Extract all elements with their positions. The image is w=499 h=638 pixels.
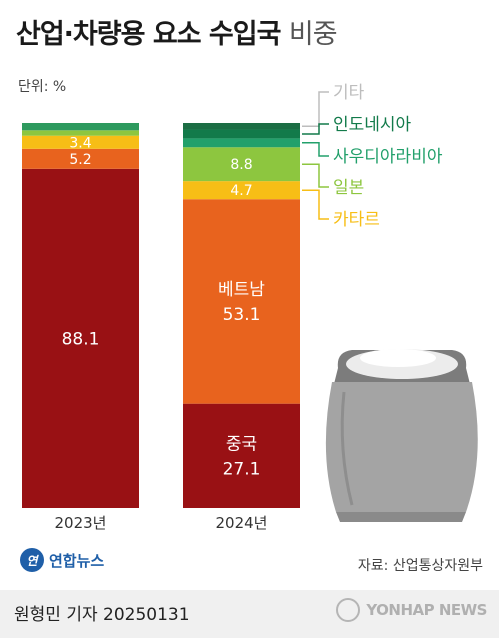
yonhap-logo: 연 연합뉴스 [20, 548, 104, 572]
bar-0-3 [22, 130, 139, 136]
legend-leader-0 [302, 91, 329, 128]
logo-mark-icon: 연 [20, 548, 44, 572]
data-label-0-2: 3.4 [69, 135, 91, 151]
bars-group: 88.1 5.23.4 중국 27.1 베트남 53.1 4.7 8.8 [22, 123, 300, 508]
reporter-byline: 원형민 기자 20250131 [14, 605, 190, 625]
bar-1-7 [183, 181, 300, 200]
legend-leader-4 [302, 189, 329, 220]
x-tick-label-0: 2023년 [55, 514, 107, 532]
logo-text: 연합뉴스 [49, 551, 105, 570]
bar-0-2 [22, 135, 139, 149]
title-main: 산업·차량용 요소 수입국 [16, 19, 281, 50]
yonhap-watermark: YONHAP NEWS [336, 598, 487, 622]
title-sub: 비중 [288, 19, 338, 50]
x-tick-label-1: 2024년 [216, 514, 268, 532]
bar-1-11 [183, 123, 300, 130]
legend-leader-2 [302, 142, 329, 157]
bar-0-1 [22, 148, 139, 169]
bar-1-5 [183, 403, 300, 508]
bar-0-0 [22, 168, 139, 508]
legend-entry-0: 기타 [333, 83, 365, 103]
bar-1-6 [183, 199, 300, 404]
bar-1-10 [183, 129, 300, 139]
legend-entry-4: 카타르 [333, 210, 380, 230]
bar-0-4 [22, 123, 139, 131]
watermark-text: YONHAP NEWS [366, 601, 487, 619]
unit-label: 단위: % [18, 79, 67, 95]
data-label-1-6: 베트남 53.1 [218, 280, 265, 325]
data-label-1-8: 8.8 [230, 157, 252, 173]
bar-1-8 [183, 147, 300, 182]
watermark-globe-icon [336, 598, 361, 622]
stacked-bar-chart: 88.1 5.23.4 중국 27.1 베트남 53.1 4.7 8.8 기타인도네시아사우디… [22, 83, 478, 532]
data-label-0-0: 88.1 [62, 330, 100, 350]
data-label-0-1: 5.2 [69, 152, 91, 168]
source-label: 자료: 산업통상자원부 [357, 558, 483, 574]
bar-1-9 [183, 138, 300, 148]
data-label-1-7: 4.7 [230, 183, 252, 199]
data-label-1-5: 중국 27.1 [223, 435, 261, 480]
legend-leader-1 [302, 123, 329, 135]
legend-entry-3: 일본 [333, 178, 364, 198]
x-axis: 2023년 2024년 [55, 514, 268, 532]
legend-leader-3 [302, 163, 329, 188]
rice-sack-illustration [325, 349, 478, 522]
footer-bar [0, 590, 499, 638]
legend-entry-1: 인도네시아 [333, 115, 412, 135]
chart-title: 산업·차량용 요소 수입국 비중 [16, 16, 338, 54]
legend-entry-2: 사우디아라비아 [333, 147, 443, 167]
